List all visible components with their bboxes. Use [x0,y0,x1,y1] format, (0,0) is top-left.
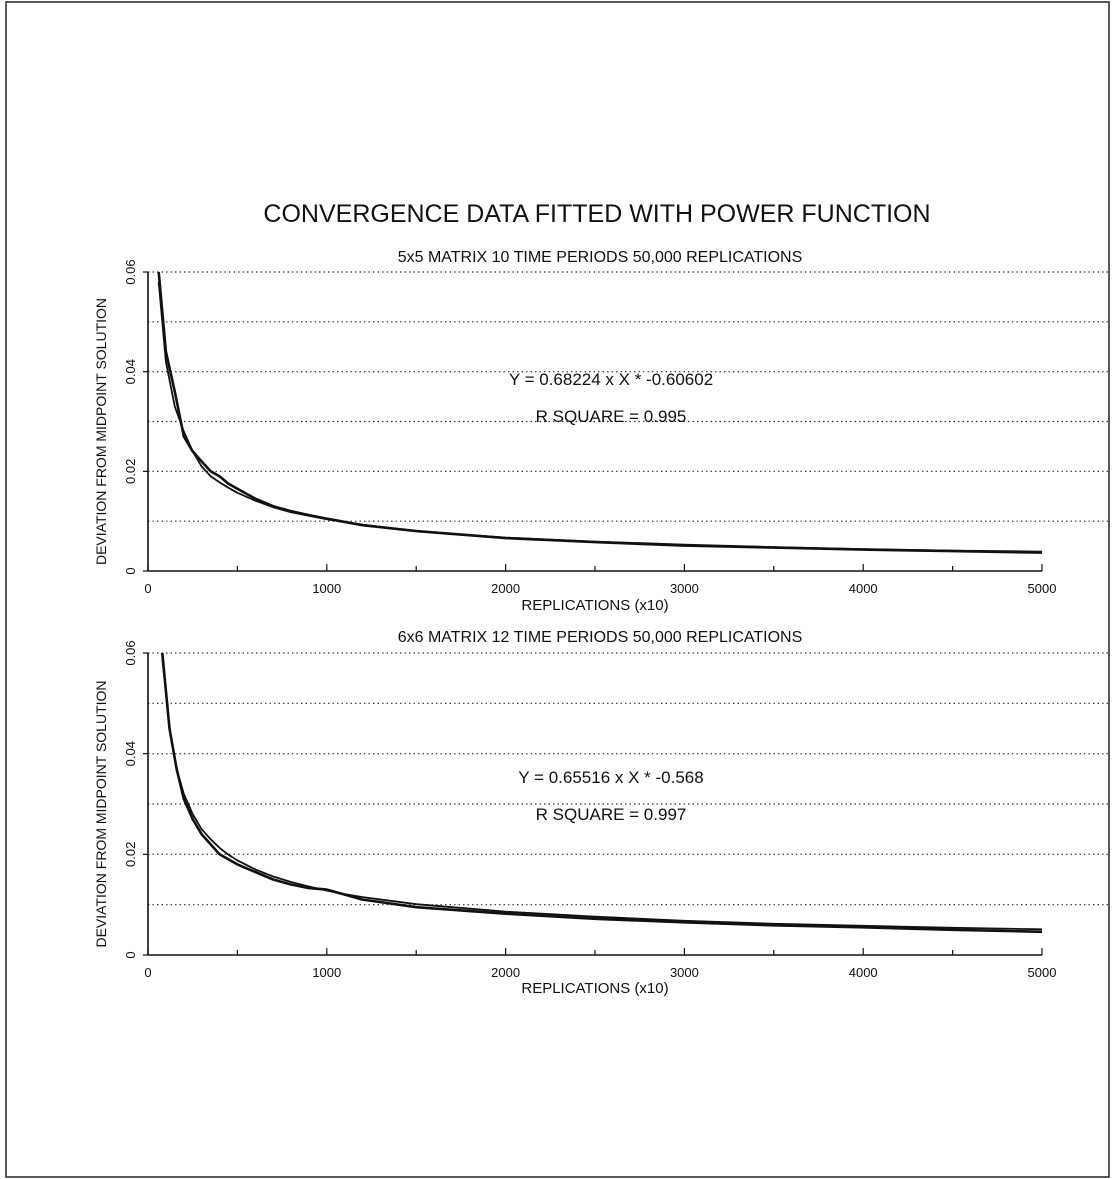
x-tick-label: 3000 [670,581,699,596]
fit-annotation: R SQUARE = 0.995 [536,407,687,426]
x-tick-label: 0 [144,965,151,980]
x-tick-label: 4000 [849,965,878,980]
page-border [5,1,1110,1178]
fit-annotation: Y = 0.68224 x X * -0.60602 [509,370,713,389]
chart-subtitle: 5x5 MATRIX 10 TIME PERIODS 50,000 REPLIC… [398,249,803,266]
chart-5x5: 5x5 MATRIX 10 TIME PERIODS 50,000 REPLIC… [93,249,1108,614]
y-tick-label: 0.02 [123,842,138,867]
x-tick-label: 2000 [491,965,520,980]
series-line-observed [161,652,1043,934]
x-tick-label: 3000 [670,965,699,980]
y-tick-label: 0.04 [123,359,138,384]
x-tick-label: 1000 [312,965,341,980]
y-tick-label: 0 [123,567,138,574]
main-title: CONVERGENCE DATA FITTED WITH POWER FUNCT… [263,200,930,228]
x-tick-label: 2000 [491,581,520,596]
x-tick-label: 5000 [1028,965,1057,980]
chart-subtitle: 6x6 MATRIX 12 TIME PERIODS 50,000 REPLIC… [398,629,803,646]
x-tick-label: 5000 [1028,581,1057,596]
x-tick-label: 4000 [849,581,878,596]
fit-annotation: Y = 0.65516 x X * -0.568 [518,768,703,787]
x-axis-label: REPLICATIONS (x10) [521,980,668,997]
y-axis-label: DEVIATION FROM MIDPOINT SOLUTION [93,298,109,565]
y-axis-label: DEVIATION FROM MIDPOINT SOLUTION [93,680,109,947]
x-axis-label: REPLICATIONS (x10) [521,597,668,614]
y-tick-label: 0.06 [123,640,138,665]
chart-6x6: 6x6 MATRIX 12 TIME PERIODS 50,000 REPLIC… [93,629,1108,997]
y-tick-label: 0.04 [123,741,138,766]
series-line-fitted [161,657,1043,931]
y-tick-label: 0.06 [123,259,138,284]
y-tick-label: 0.02 [123,459,138,484]
fit-annotation: R SQUARE = 0.997 [536,805,687,824]
y-tick-label: 0 [123,951,138,958]
series-line-fitted [157,281,1043,553]
x-tick-label: 0 [144,581,151,596]
x-tick-label: 1000 [312,581,341,596]
